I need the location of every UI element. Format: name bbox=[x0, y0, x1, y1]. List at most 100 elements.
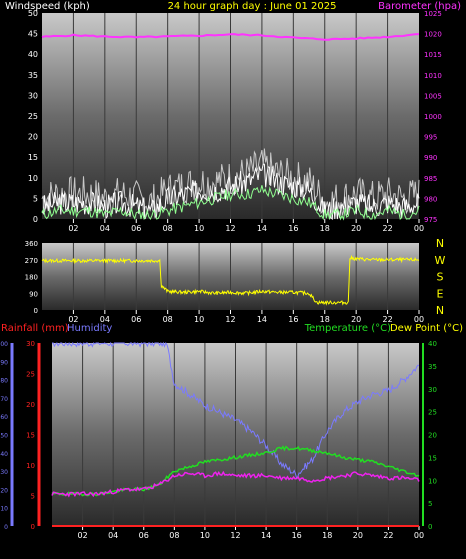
temphum-xtick-label: 00 bbox=[414, 531, 424, 540]
winddir-xtick-label: 08 bbox=[163, 315, 173, 324]
baro-ytick-label: 985 bbox=[424, 175, 437, 183]
temphum-xtick-label: 18 bbox=[322, 531, 332, 540]
humidity-ytick-label: 40 bbox=[0, 451, 8, 458]
winddir-xtick-label: 10 bbox=[194, 315, 204, 324]
winddir-ytick-label: 360 bbox=[25, 240, 38, 248]
temphum-xtick-label: 20 bbox=[353, 531, 363, 540]
wind-title: Windspeed (kph) bbox=[5, 1, 90, 12]
wind-xtick-label: 18 bbox=[320, 224, 330, 233]
temp-ytick-label: 35 bbox=[428, 363, 437, 371]
winddir-ytick-label: 0 bbox=[34, 307, 38, 315]
humidity-ytick-label: 30 bbox=[0, 469, 8, 476]
temp-ytick-label: 20 bbox=[428, 432, 437, 440]
dew-title: Dew Point (°C) bbox=[390, 323, 463, 334]
temphum-xtick-label: 14 bbox=[261, 531, 271, 540]
baro-ytick-label: 1005 bbox=[424, 92, 442, 100]
wind-xtick-label: 20 bbox=[351, 224, 361, 233]
humidity-ytick-label: 60 bbox=[0, 414, 8, 421]
winddir-xtick-label: 04 bbox=[100, 315, 110, 324]
temphum-xtick-label: 16 bbox=[292, 531, 302, 540]
compass-label: N bbox=[436, 304, 444, 317]
barometer-line bbox=[41, 33, 420, 41]
temp-ytick-label: 5 bbox=[428, 500, 432, 508]
humidity-ytick-label: 20 bbox=[0, 487, 8, 494]
winddir-xtick-label: 16 bbox=[288, 315, 298, 324]
gust-line bbox=[41, 148, 420, 220]
wind-ytick-label: 20 bbox=[28, 133, 38, 142]
rain-ytick-label: 15 bbox=[26, 432, 35, 440]
wind-ytick-label: 40 bbox=[28, 50, 38, 59]
baro-ytick-label: 975 bbox=[424, 216, 437, 224]
wind-ytick-label: 30 bbox=[28, 91, 38, 100]
winddir-xtick-label: 22 bbox=[382, 315, 392, 324]
temphum-xtick-label: 02 bbox=[77, 531, 87, 540]
wind-xtick-label: 08 bbox=[163, 224, 173, 233]
winddir-xtick-label: 06 bbox=[131, 315, 141, 324]
wind-avg-line bbox=[41, 185, 420, 221]
temphum-xtick-label: 22 bbox=[383, 531, 393, 540]
wind-ytick-label: 35 bbox=[28, 71, 38, 80]
wind-xtick-label: 22 bbox=[382, 224, 392, 233]
baro-ytick-label: 1015 bbox=[424, 51, 442, 59]
winddir-ytick-label: 90 bbox=[29, 290, 38, 298]
temp-ytick-label: 40 bbox=[428, 340, 437, 348]
rain-ytick-label: 30 bbox=[26, 340, 35, 348]
winddir-xtick-label: 20 bbox=[351, 315, 361, 324]
humidity-ytick-label: 10 bbox=[0, 506, 8, 513]
wind-xtick-label: 02 bbox=[68, 224, 78, 233]
wind-ytick-label: 25 bbox=[28, 112, 38, 121]
baro-ytick-label: 990 bbox=[424, 154, 437, 162]
wind-direction-line bbox=[41, 254, 420, 306]
rain-ytick-label: 25 bbox=[26, 371, 35, 379]
wind-line bbox=[41, 163, 420, 221]
wind-xtick-label: 04 bbox=[100, 224, 110, 233]
rain-title: Rainfall (mm) bbox=[1, 323, 69, 334]
humidity-ytick-label: 50 bbox=[0, 433, 8, 440]
wind-ytick-label: 0 bbox=[33, 215, 38, 224]
date-title: 24 hour graph day : June 01 2025 bbox=[168, 1, 337, 12]
winddir-xtick-label: 18 bbox=[320, 315, 330, 324]
humidity-ytick-label: 80 bbox=[0, 378, 8, 385]
wind-xtick-label: 16 bbox=[288, 224, 298, 233]
wind-xtick-label: 00 bbox=[414, 224, 424, 233]
temperature-line bbox=[51, 445, 420, 497]
temphum-xtick-label: 12 bbox=[230, 531, 240, 540]
temphum-xtick-label: 08 bbox=[169, 531, 179, 540]
temphum-xtick-label: 06 bbox=[139, 531, 149, 540]
temphum-xtick-label: 04 bbox=[108, 531, 118, 540]
humidity-ytick-label: 70 bbox=[0, 396, 8, 403]
temp-ytick-label: 0 bbox=[428, 523, 432, 531]
dewpoint-line bbox=[51, 470, 420, 498]
rain-ytick-label: 0 bbox=[31, 523, 35, 531]
humidity-ytick-label: 90 bbox=[0, 359, 8, 366]
baro-ytick-label: 1020 bbox=[424, 31, 442, 39]
temp-ytick-label: 10 bbox=[428, 477, 437, 485]
humidity-ytick-label: 100 bbox=[0, 341, 8, 348]
wind-xtick-label: 10 bbox=[194, 224, 204, 233]
wind-ytick-label: 10 bbox=[28, 174, 38, 183]
winddir-xtick-label: 12 bbox=[225, 315, 235, 324]
rain-ytick-label: 10 bbox=[26, 462, 35, 470]
wind-xtick-label: 14 bbox=[257, 224, 267, 233]
humidity-line bbox=[52, 341, 420, 480]
humidity-ytick-label: 0 bbox=[4, 524, 8, 531]
winddir-xtick-label: 14 bbox=[257, 315, 267, 324]
baro-ytick-label: 995 bbox=[424, 134, 437, 142]
winddir-xtick-label: 02 bbox=[68, 315, 78, 324]
baro-ytick-label: 1010 bbox=[424, 72, 442, 80]
compass-label: N bbox=[436, 237, 444, 250]
winddir-ytick-label: 270 bbox=[25, 257, 38, 265]
humidity-title: Humidity bbox=[67, 323, 112, 334]
winddir-xtick-label: 00 bbox=[414, 315, 424, 324]
baro-ytick-label: 1000 bbox=[424, 113, 442, 121]
temp-ytick-label: 25 bbox=[428, 409, 437, 417]
wind-ytick-label: 50 bbox=[28, 9, 38, 18]
wind-ytick-label: 15 bbox=[28, 153, 38, 162]
compass-label: W bbox=[435, 254, 446, 267]
temp-ytick-label: 30 bbox=[428, 386, 437, 394]
temp-ytick-label: 15 bbox=[428, 454, 437, 462]
temp-title: Temperature (°C) bbox=[304, 323, 391, 334]
compass-label: S bbox=[437, 271, 444, 284]
